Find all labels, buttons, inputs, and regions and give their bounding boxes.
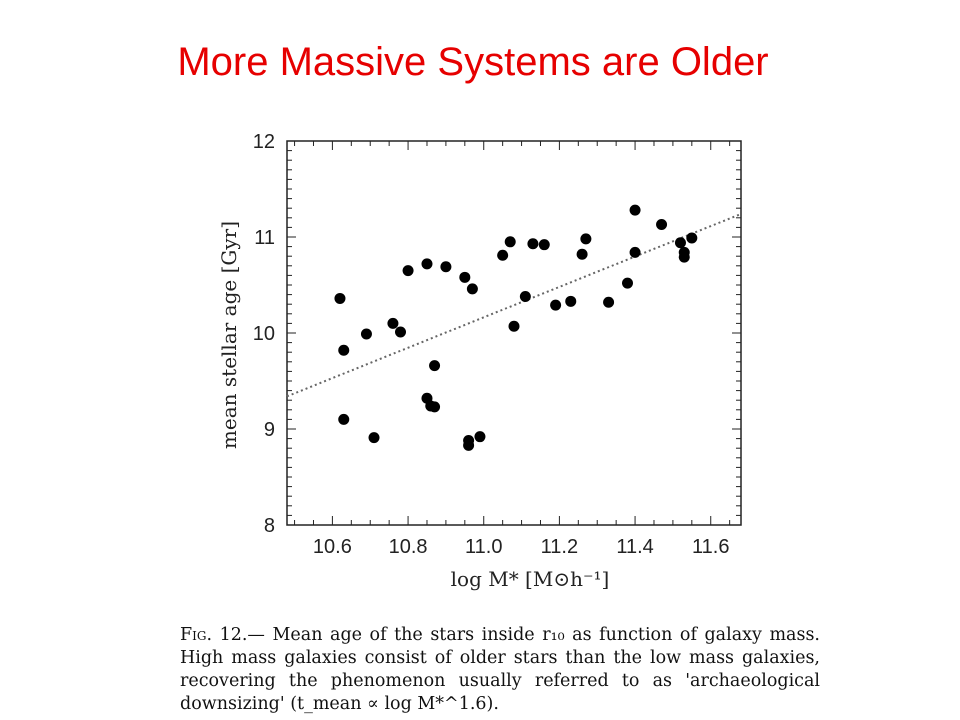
data-point [429, 401, 441, 413]
data-point [576, 248, 588, 260]
data-point [466, 283, 478, 295]
x-axis-label: log M* [M⊙h⁻¹] [451, 567, 610, 591]
data-point [429, 360, 441, 372]
data-point [497, 249, 509, 261]
scatter-chart: 10.6 10.8 11.0 11.2 11.4 11.6 8 9 10 11 12 log M* … [217, 131, 742, 591]
y-tick-label: 9 [264, 419, 275, 441]
y-tick-label: 8 [264, 515, 275, 537]
data-point [368, 432, 380, 444]
plot-frame [286, 140, 742, 526]
data-point [629, 204, 641, 216]
caption-fig-label: Fig. 12.— [180, 625, 265, 645]
figure-caption: Fig. 12.— Mean age of the stars inside r… [180, 624, 820, 716]
data-point [508, 320, 520, 332]
x-tick-label: 11.6 [692, 536, 729, 558]
x-tick-label: 10.8 [389, 536, 428, 558]
data-point [459, 271, 471, 283]
data-point [504, 236, 516, 248]
caption-text: Mean age of the stars inside r₁₀ as func… [180, 625, 820, 714]
data-point [686, 232, 698, 244]
data-point [421, 258, 433, 270]
x-tick-label: 11.0 [465, 536, 502, 558]
data-point [360, 328, 372, 340]
data-point [629, 246, 641, 258]
y-tick-label: 10 [253, 323, 275, 345]
data-point [550, 299, 562, 311]
data-point [402, 265, 414, 277]
data-point [538, 239, 550, 251]
y-axis-label: mean stellar age [Gyr] [217, 221, 241, 449]
slide-title: More Massive Systems are Older [177, 40, 769, 84]
y-tick-label: 11 [254, 227, 275, 249]
x-tick-label: 11.2 [541, 536, 578, 558]
data-point [463, 439, 475, 451]
data-point [338, 344, 350, 356]
data-point [338, 413, 350, 425]
data-point [622, 277, 633, 289]
data-point [678, 251, 690, 263]
data-point [656, 219, 668, 231]
fit-line [286, 213, 742, 398]
data-point [474, 431, 486, 443]
x-tick-label: 10.6 [313, 536, 352, 558]
data-point [519, 291, 531, 303]
data-point [527, 238, 539, 250]
data-point [580, 233, 592, 245]
data-point [603, 296, 615, 308]
x-tick-label: 11.4 [616, 536, 653, 558]
data-point [674, 237, 686, 249]
data-point [395, 326, 406, 338]
data-point [440, 261, 452, 273]
data-point [565, 295, 577, 307]
data-point [387, 317, 399, 329]
data-point [334, 292, 346, 304]
y-tick-label: 12 [253, 131, 275, 153]
